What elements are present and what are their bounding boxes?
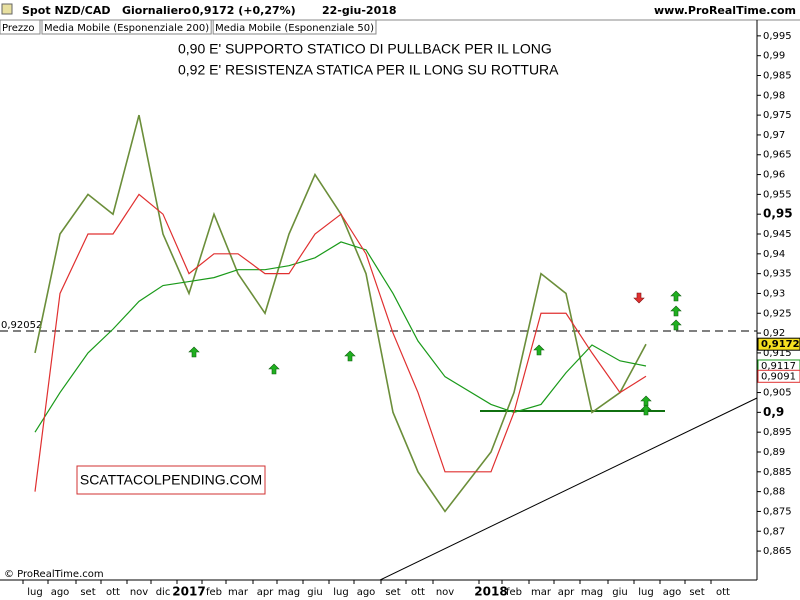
up-arrow bbox=[268, 363, 280, 375]
arrows bbox=[188, 290, 682, 416]
y-tick-label: 0,955 bbox=[763, 189, 792, 200]
y-tick-label: 0,885 bbox=[763, 467, 792, 478]
x-tick-label: set bbox=[385, 587, 400, 598]
up-arrow bbox=[640, 404, 652, 416]
last-quote: 0,9172 (+0,27%) bbox=[192, 4, 296, 17]
y-tick-label: 0,96 bbox=[763, 170, 785, 181]
legend-entry: Media Mobile (Esponenziale 50) bbox=[215, 23, 374, 34]
trend-line bbox=[379, 397, 758, 581]
last-value-box bbox=[757, 337, 800, 351]
y-tick-label: 0,99 bbox=[763, 51, 785, 62]
up-arrow bbox=[670, 305, 682, 317]
series-line bbox=[34, 193, 647, 492]
y-tick-label: 0,9 bbox=[763, 405, 784, 419]
x-tick-label: lug bbox=[638, 587, 653, 598]
x-tick-label: dic bbox=[156, 587, 171, 598]
y-tick-label: 0,925 bbox=[763, 308, 792, 319]
x-tick-label: ott bbox=[411, 587, 425, 598]
x-tick-label: nov bbox=[436, 587, 454, 598]
x-tick-label: ago bbox=[663, 587, 682, 598]
y-tick-label: 0,915 bbox=[763, 348, 792, 359]
date: 22-giu-2018 bbox=[322, 4, 397, 17]
x-tick-label: apr bbox=[257, 587, 274, 598]
x-tick-label: mag bbox=[581, 587, 603, 598]
legend-entry: Media Mobile (Esponenziale 200) bbox=[44, 23, 209, 34]
y-tick-label: 0,88 bbox=[763, 487, 785, 498]
legend-box bbox=[0, 19, 41, 35]
y-tick-label: 0,98 bbox=[763, 90, 785, 101]
y-tick-label: 0,93 bbox=[763, 288, 785, 299]
y-tick-label: 0,87 bbox=[763, 526, 785, 537]
copyright: © ProRealTime.com bbox=[4, 569, 104, 580]
up-arrow bbox=[670, 290, 682, 302]
x-tick-label: mar bbox=[531, 587, 552, 598]
y-tick-label: 0,92 bbox=[763, 328, 785, 339]
site: www.ProRealTime.com bbox=[654, 4, 796, 17]
x-tick-label: ott bbox=[106, 587, 120, 598]
watermark-box bbox=[76, 465, 266, 495]
x-tick-label: lug bbox=[333, 587, 348, 598]
y-tick-label: 0,865 bbox=[763, 546, 792, 557]
x-tick-label: set bbox=[80, 587, 95, 598]
x-tick-label: 2018 bbox=[474, 585, 507, 599]
y-tick-label: 0,895 bbox=[763, 427, 792, 438]
y-tick-label: 0,94 bbox=[763, 249, 785, 260]
y-tick-label: 0,965 bbox=[763, 150, 792, 161]
icon bbox=[1, 3, 13, 15]
x-tick-label: giu bbox=[307, 587, 322, 598]
legend-box bbox=[41, 19, 212, 35]
series-line bbox=[34, 241, 647, 433]
y-tick-label: 0,89 bbox=[763, 447, 785, 458]
up-arrow bbox=[344, 350, 356, 362]
y-tick-label: 0,935 bbox=[763, 269, 792, 280]
legend-box bbox=[212, 19, 377, 35]
y-tick-label: 0,945 bbox=[763, 229, 792, 240]
y-tick-label: 0,905 bbox=[763, 388, 792, 399]
x-tick-label: apr bbox=[558, 587, 575, 598]
last-value-label: 0,9117 bbox=[761, 361, 796, 372]
x-tick-label: ago bbox=[51, 587, 70, 598]
up-arrow bbox=[670, 319, 682, 331]
x-tick-label: mag bbox=[278, 587, 300, 598]
x-tick-label: ago bbox=[357, 587, 376, 598]
y-tick-label: 0,985 bbox=[763, 70, 792, 81]
x-tick-label: giu bbox=[612, 587, 627, 598]
x-tick-label: lug bbox=[27, 587, 42, 598]
period: Giornaliero bbox=[122, 4, 191, 17]
last-value-box bbox=[757, 369, 800, 383]
x-tick-label: ott bbox=[716, 587, 730, 598]
y-tick-label: 0,875 bbox=[763, 506, 792, 517]
last-value-label: 0,9172 bbox=[761, 339, 800, 350]
chart-title: Spot NZD/CAD bbox=[22, 4, 111, 17]
y-tick-label: 0,95 bbox=[763, 207, 793, 221]
x-tick-label: feb bbox=[506, 587, 522, 598]
series-line bbox=[34, 114, 647, 513]
up-arrow bbox=[188, 346, 200, 358]
last-value-label: 0,9091 bbox=[761, 371, 796, 382]
x-tick-label: feb bbox=[206, 587, 222, 598]
annotation: 0,90 E' SUPPORTO STATICO DI PULLBACK PER… bbox=[178, 41, 552, 57]
watermark: SCATTACOLPENDING.COM bbox=[80, 472, 262, 488]
x-tick-label: nov bbox=[130, 587, 148, 598]
up-arrow bbox=[533, 344, 545, 356]
y-tick-label: 0,975 bbox=[763, 110, 792, 121]
y-tick-label: 0,97 bbox=[763, 130, 785, 141]
hline-label: 0,92052 bbox=[1, 320, 42, 331]
x-tick-label: set bbox=[689, 587, 704, 598]
x-tick-label: mar bbox=[228, 587, 249, 598]
annotation: 0,92 E' RESISTENZA STATICA PER IL LONG S… bbox=[178, 62, 559, 78]
x-tick-label: 2017 bbox=[172, 585, 205, 599]
y-tick-label: 0,995 bbox=[763, 31, 792, 42]
panel-label: Prezzo bbox=[2, 23, 35, 34]
down-arrow bbox=[633, 292, 645, 304]
